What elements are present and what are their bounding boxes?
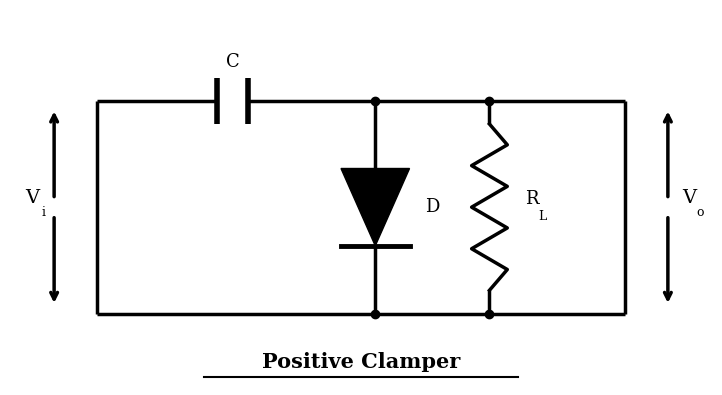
Text: V: V bbox=[682, 188, 696, 207]
Text: C: C bbox=[226, 53, 240, 71]
Text: V: V bbox=[26, 188, 40, 207]
Text: R: R bbox=[525, 190, 539, 209]
Text: L: L bbox=[538, 210, 547, 223]
Text: Positive Clamper: Positive Clamper bbox=[262, 352, 460, 372]
Text: i: i bbox=[41, 207, 45, 220]
Text: o: o bbox=[696, 207, 704, 220]
Text: D: D bbox=[425, 198, 440, 216]
Polygon shape bbox=[341, 169, 409, 246]
